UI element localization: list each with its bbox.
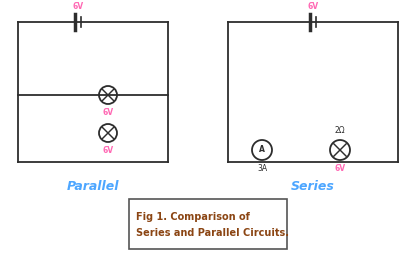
Text: Fig 1. Comparison of: Fig 1. Comparison of <box>136 212 250 222</box>
Text: 6V: 6V <box>307 2 319 11</box>
Text: 6V: 6V <box>102 108 114 117</box>
Text: Series: Series <box>291 180 335 193</box>
Text: 6V: 6V <box>334 164 346 173</box>
Text: A: A <box>259 146 265 155</box>
FancyBboxPatch shape <box>129 199 287 249</box>
Text: 3A: 3A <box>257 164 267 173</box>
Text: 2Ω: 2Ω <box>335 126 345 135</box>
Text: 6V: 6V <box>102 146 114 155</box>
Text: 6V: 6V <box>72 2 84 11</box>
Text: Parallel: Parallel <box>67 180 119 193</box>
Text: Series and Parallel Circuits.: Series and Parallel Circuits. <box>136 228 289 238</box>
